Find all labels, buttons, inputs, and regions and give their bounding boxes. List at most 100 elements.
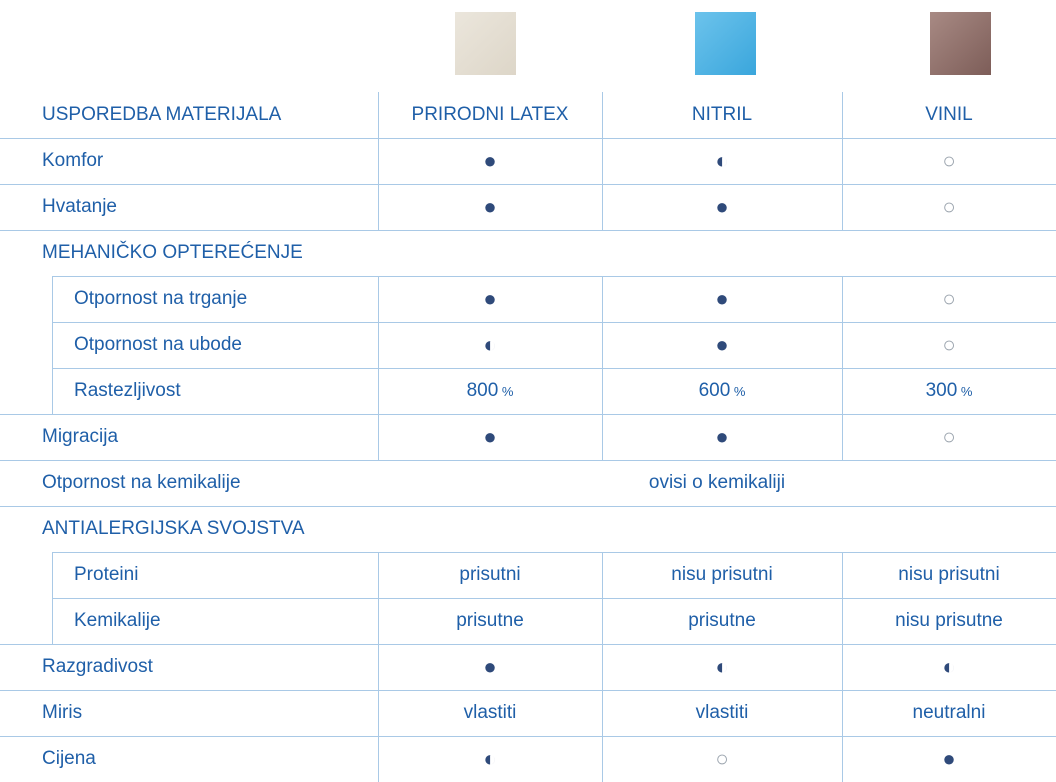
row-divider bbox=[52, 322, 1056, 323]
column-divider bbox=[602, 598, 603, 644]
row-label: Otpornost na kemikalije bbox=[42, 472, 241, 493]
column-divider bbox=[378, 276, 379, 322]
rating-icon: ● bbox=[715, 424, 729, 449]
rating-icon: ● bbox=[715, 286, 729, 311]
text-cell: prisutni bbox=[459, 564, 521, 585]
rating-icon: ○ bbox=[942, 332, 956, 357]
text-cell: prisutne bbox=[456, 610, 524, 631]
text-cell: prisutne bbox=[688, 610, 756, 631]
column-divider bbox=[378, 644, 379, 690]
indent-divider bbox=[52, 368, 53, 414]
column-divider bbox=[602, 322, 603, 368]
row-label: Rastezljivost bbox=[74, 380, 181, 401]
column-divider bbox=[842, 644, 843, 690]
text-cell: nisu prisutni bbox=[671, 564, 773, 585]
column-divider bbox=[378, 414, 379, 460]
row-label: Cijena bbox=[42, 748, 96, 769]
column-divider bbox=[842, 598, 843, 644]
column-divider bbox=[842, 138, 843, 184]
indent-divider bbox=[52, 552, 53, 598]
column-divider bbox=[842, 276, 843, 322]
indent-divider bbox=[52, 598, 53, 644]
row-divider bbox=[0, 690, 1056, 691]
row-label: ANTIALERGIJSKA SVOJSTVA bbox=[42, 518, 305, 539]
rating-icon: ● bbox=[942, 746, 956, 771]
column-divider bbox=[842, 322, 843, 368]
column-divider bbox=[378, 598, 379, 644]
row-divider bbox=[0, 184, 1056, 185]
rating-icon: ● bbox=[483, 654, 497, 679]
column-divider bbox=[842, 736, 843, 782]
row-label: Migracija bbox=[42, 426, 119, 447]
row-divider bbox=[0, 644, 1056, 645]
header-cell: VINIL bbox=[925, 104, 973, 125]
vinil-swatch bbox=[930, 12, 991, 75]
column-divider bbox=[842, 368, 843, 414]
column-divider bbox=[378, 552, 379, 598]
text-cell: vlastiti bbox=[463, 702, 517, 723]
column-divider bbox=[602, 690, 603, 736]
rating-icon: ○ bbox=[715, 746, 729, 771]
latex-swatch bbox=[455, 12, 516, 75]
unit: % bbox=[730, 384, 746, 399]
rating-icon: ◐ bbox=[483, 332, 497, 357]
row-divider bbox=[0, 138, 1056, 139]
column-divider bbox=[602, 368, 603, 414]
unit: % bbox=[957, 384, 973, 399]
text-cell: nisu prisutne bbox=[895, 610, 1003, 631]
row-label: MEHANIČKO OPTEREĆENJE bbox=[42, 242, 303, 263]
column-divider bbox=[602, 184, 603, 230]
row-divider bbox=[0, 506, 1056, 507]
row-label: Otpornost na ubode bbox=[74, 334, 242, 355]
span-cell: ovisi o kemikaliji bbox=[648, 472, 786, 493]
row-label: Hvatanje bbox=[42, 196, 117, 217]
header-cell: NITRIL bbox=[691, 104, 753, 125]
column-divider bbox=[378, 322, 379, 368]
header-label: USPOREDBA MATERIJALA bbox=[42, 104, 282, 125]
rating-icon: ○ bbox=[942, 286, 956, 311]
rating-icon: ◐ bbox=[715, 148, 729, 173]
value-cell: 600 % bbox=[602, 368, 842, 414]
column-divider bbox=[602, 276, 603, 322]
text-cell: neutralni bbox=[912, 702, 986, 723]
column-divider bbox=[602, 736, 603, 782]
rating-icon: ● bbox=[483, 424, 497, 449]
row-label: Kemikalije bbox=[74, 610, 161, 631]
column-divider bbox=[842, 552, 843, 598]
column-divider bbox=[842, 690, 843, 736]
value-cell: 300 % bbox=[842, 368, 1056, 414]
value: 800 bbox=[466, 380, 499, 401]
row-divider bbox=[52, 598, 1056, 599]
column-divider bbox=[378, 138, 379, 184]
column-divider bbox=[602, 552, 603, 598]
unit: % bbox=[498, 384, 514, 399]
column-divider bbox=[378, 92, 379, 138]
rating-icon: ● bbox=[483, 148, 497, 173]
row-divider bbox=[0, 230, 1056, 231]
header-cell: PRIRODNI LATEX bbox=[411, 104, 569, 125]
rating-icon: ◐ bbox=[942, 654, 956, 679]
nitril-swatch bbox=[695, 12, 756, 75]
rating-icon: ● bbox=[715, 332, 729, 357]
rating-icon: ● bbox=[483, 194, 497, 219]
column-divider bbox=[378, 690, 379, 736]
row-divider bbox=[0, 460, 1056, 461]
column-divider bbox=[842, 184, 843, 230]
row-divider bbox=[52, 276, 1056, 277]
column-divider bbox=[378, 736, 379, 782]
column-divider bbox=[842, 92, 843, 138]
rating-icon: ○ bbox=[942, 424, 956, 449]
column-divider bbox=[842, 414, 843, 460]
rating-icon: ◐ bbox=[483, 746, 497, 771]
value: 600 bbox=[698, 380, 731, 401]
rating-icon: ● bbox=[715, 194, 729, 219]
row-label: Miris bbox=[42, 702, 83, 723]
rating-icon: ○ bbox=[942, 194, 956, 219]
column-divider bbox=[602, 644, 603, 690]
column-divider bbox=[378, 184, 379, 230]
column-divider bbox=[378, 368, 379, 414]
value-cell: 800 % bbox=[378, 368, 602, 414]
indent-divider bbox=[52, 322, 53, 368]
rating-icon: ● bbox=[483, 286, 497, 311]
